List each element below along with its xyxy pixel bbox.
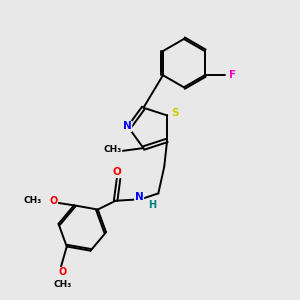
Text: CH₃: CH₃ (23, 196, 42, 206)
Text: O: O (58, 267, 67, 278)
Text: F: F (229, 70, 236, 80)
Text: S: S (171, 107, 178, 118)
Text: H: H (148, 200, 157, 210)
Text: CH₃: CH₃ (103, 145, 122, 154)
Text: CH₃: CH₃ (53, 280, 71, 289)
Text: N: N (135, 192, 144, 202)
Text: N: N (123, 122, 132, 131)
Text: O: O (49, 196, 58, 206)
Text: O: O (113, 167, 122, 177)
